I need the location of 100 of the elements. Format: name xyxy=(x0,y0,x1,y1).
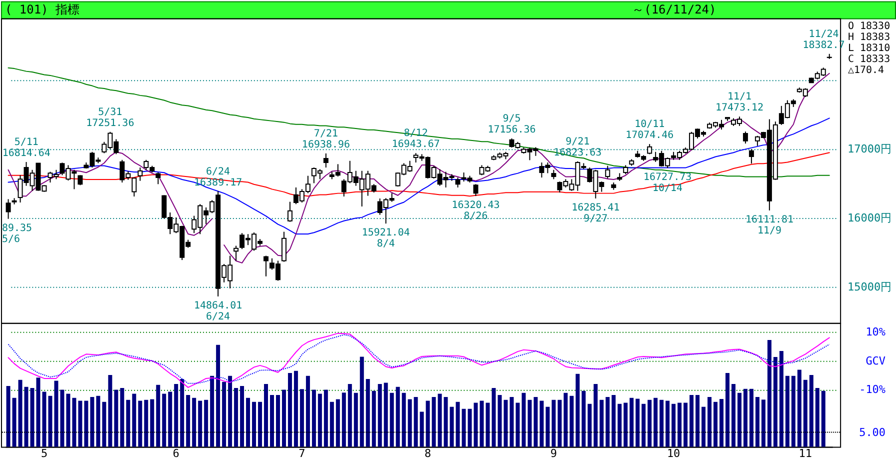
y-tick-label: -10% xyxy=(859,383,886,396)
annotation: 16727.73 10/14 xyxy=(644,172,692,194)
bar xyxy=(690,394,694,447)
bar xyxy=(138,400,142,447)
bar xyxy=(66,394,70,447)
bar xyxy=(78,400,82,447)
bar xyxy=(348,384,352,447)
annotation: 16320.43 8/26 xyxy=(452,200,500,222)
candlestick xyxy=(742,131,748,144)
bar xyxy=(582,390,586,447)
bar xyxy=(186,394,190,447)
bar xyxy=(132,394,136,447)
x-tick-label: 9 xyxy=(550,447,557,460)
bar xyxy=(594,384,598,447)
bar xyxy=(564,392,568,447)
bar xyxy=(642,404,646,447)
x-tick-label: 11 xyxy=(798,447,812,460)
bar xyxy=(815,388,820,447)
bar xyxy=(108,374,112,447)
candlestick xyxy=(287,201,292,222)
bar xyxy=(114,390,118,447)
bar xyxy=(576,374,580,447)
candlestick xyxy=(605,165,610,179)
text: L 18310 xyxy=(848,43,890,54)
bar xyxy=(719,399,724,447)
bar xyxy=(618,404,622,447)
bar xyxy=(84,400,88,447)
bar xyxy=(714,402,718,447)
candlestick xyxy=(138,167,143,182)
candlestick xyxy=(78,174,83,186)
bar xyxy=(743,388,748,447)
bar xyxy=(264,384,268,447)
bar xyxy=(126,400,130,447)
y-tick-label: 15000円 xyxy=(848,280,892,294)
bar xyxy=(749,388,754,447)
bar xyxy=(570,396,574,447)
annotation: 9/21 16823.63 xyxy=(554,136,602,158)
bar xyxy=(168,392,172,447)
candlestick xyxy=(551,169,556,180)
bar xyxy=(546,406,550,447)
bar xyxy=(588,404,592,447)
text: H 18383 xyxy=(848,32,890,44)
annotation: 11/1 17473.12 xyxy=(715,92,764,114)
annotation: 5/31 17251.36 xyxy=(86,106,134,129)
bar xyxy=(528,400,532,447)
bar xyxy=(684,402,688,447)
annotation: 16111.81 11/9 xyxy=(745,214,794,236)
bar xyxy=(144,400,148,447)
bar xyxy=(821,390,826,447)
bar xyxy=(372,390,376,447)
bar xyxy=(312,390,316,447)
bar xyxy=(809,374,814,447)
bar xyxy=(444,396,448,447)
bar xyxy=(534,396,538,447)
bar xyxy=(432,396,436,447)
bar xyxy=(174,384,178,447)
bar xyxy=(330,402,334,447)
y-tick-label: 10% xyxy=(866,325,886,338)
bar xyxy=(761,400,766,447)
bar xyxy=(462,408,466,447)
bar xyxy=(516,402,520,447)
bar xyxy=(378,384,382,447)
annotation: 7/21 16938.96 xyxy=(302,128,350,150)
bar xyxy=(48,396,52,447)
bar xyxy=(725,372,730,447)
bar xyxy=(702,406,706,447)
bar xyxy=(54,380,58,447)
bar xyxy=(342,392,346,447)
bar xyxy=(228,376,232,447)
candlestick xyxy=(281,231,286,262)
x-tick-label: 5 xyxy=(40,447,48,460)
candlestick xyxy=(647,144,652,155)
bar xyxy=(300,389,304,447)
bar xyxy=(785,376,790,447)
annotation: 89.35 5/6 xyxy=(2,222,32,245)
bar xyxy=(240,386,244,447)
bar xyxy=(420,412,424,447)
bar xyxy=(198,400,202,447)
bar xyxy=(648,400,652,447)
bar xyxy=(636,398,640,447)
x-tick-label: 8 xyxy=(424,447,432,460)
bar xyxy=(324,390,328,447)
bar xyxy=(558,400,562,447)
bar xyxy=(791,376,796,447)
bar xyxy=(384,382,388,447)
annotation: 16285.41 9/27 xyxy=(572,202,620,224)
bar xyxy=(630,398,634,447)
candlestick xyxy=(6,198,11,220)
y-tick-label: 17000円 xyxy=(848,142,892,156)
bar xyxy=(522,392,526,447)
bar xyxy=(468,408,472,447)
candlestick xyxy=(264,255,268,277)
bar xyxy=(737,392,742,447)
bar xyxy=(666,400,670,447)
bar xyxy=(474,402,478,447)
bar xyxy=(779,350,784,447)
x-tick-label: 10 xyxy=(666,447,680,460)
bar xyxy=(192,398,196,447)
y-tick-label: GCV xyxy=(866,354,886,368)
bar xyxy=(612,394,616,447)
